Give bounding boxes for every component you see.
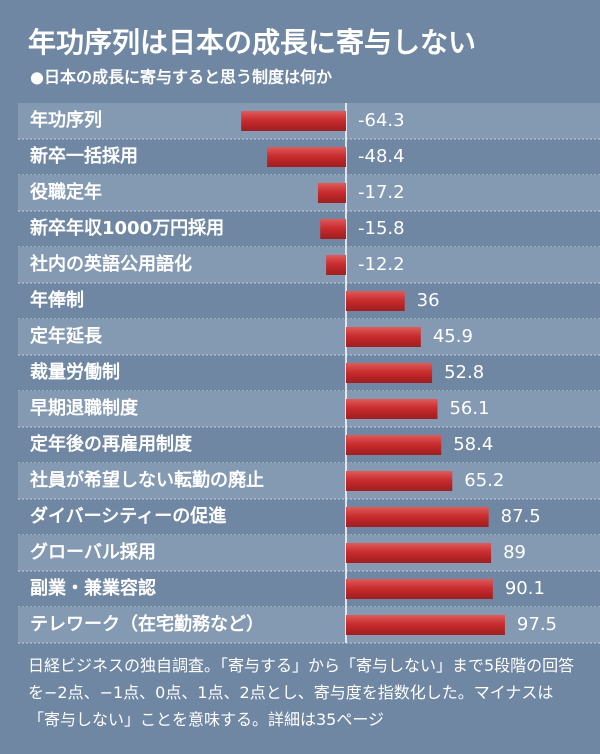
bar — [346, 363, 433, 383]
footnote: 日経ビジネスの独自調査。「寄与する」から「寄与しない」まで5段階の回答を−2点、… — [28, 656, 575, 729]
bar — [346, 507, 489, 527]
category-label: 社員が希望しない転勤の廃止 — [30, 469, 264, 491]
row-band — [18, 175, 600, 211]
bar — [320, 219, 346, 239]
category-label: 年俸制 — [30, 289, 84, 311]
value-label: 56.1 — [449, 398, 489, 419]
row-band — [18, 247, 600, 283]
bar — [346, 579, 493, 599]
chart: 年功序列は日本の成長に寄与しない ●日本の成長に寄与すると思う制度は何か 年功序… — [18, 26, 600, 644]
chart-subtitle: ●日本の成長に寄与すると思う制度は何か — [30, 68, 332, 87]
bar — [346, 399, 438, 419]
bar — [346, 291, 405, 311]
value-label: 89 — [503, 542, 526, 563]
row-band — [18, 535, 600, 571]
value-label: 90.1 — [505, 578, 545, 599]
category-label: グローバル採用 — [30, 541, 156, 563]
value-label: -64.3 — [358, 110, 405, 131]
category-label: ダイバーシティーの促進 — [30, 505, 226, 527]
bar — [241, 111, 346, 131]
value-label: -12.2 — [358, 254, 405, 275]
value-label: -15.8 — [358, 218, 405, 239]
bar — [346, 543, 492, 563]
value-label: 65.2 — [464, 470, 504, 491]
value-label: 97.5 — [517, 614, 557, 635]
category-label: 裁量労働制 — [30, 361, 120, 383]
category-label: 役職定年 — [30, 181, 102, 203]
bar — [346, 435, 442, 455]
category-label: 新卒年収1000万円採用 — [30, 217, 224, 239]
row-band — [18, 391, 600, 427]
category-label: 早期退職制度 — [30, 397, 139, 419]
chart-title: 年功序列は日本の成長に寄与しない — [28, 26, 476, 59]
category-label: 新卒一括採用 — [30, 145, 138, 167]
value-label: 52.8 — [444, 362, 484, 383]
bar — [326, 255, 346, 275]
category-label: 副業・兼業容認 — [30, 577, 156, 599]
value-label: -48.4 — [358, 146, 405, 167]
value-label: 36 — [417, 290, 440, 311]
bar — [267, 147, 346, 167]
bar — [317, 183, 346, 203]
bar — [346, 471, 453, 491]
value-label: 58.4 — [453, 434, 493, 455]
category-label: 定年延長 — [30, 325, 103, 347]
bar — [346, 615, 505, 635]
category-label: 年功序列 — [30, 109, 102, 131]
value-label: -17.2 — [358, 182, 405, 203]
value-label: 45.9 — [433, 326, 473, 347]
row-band — [18, 319, 600, 355]
row-band — [18, 463, 600, 499]
category-label: 定年後の再雇用制度 — [30, 433, 193, 455]
category-label: 社内の英語公用語化 — [30, 253, 192, 275]
category-label: テレワーク（在宅勤務など） — [30, 613, 264, 635]
bar — [346, 327, 421, 347]
value-label: 87.5 — [501, 506, 541, 527]
